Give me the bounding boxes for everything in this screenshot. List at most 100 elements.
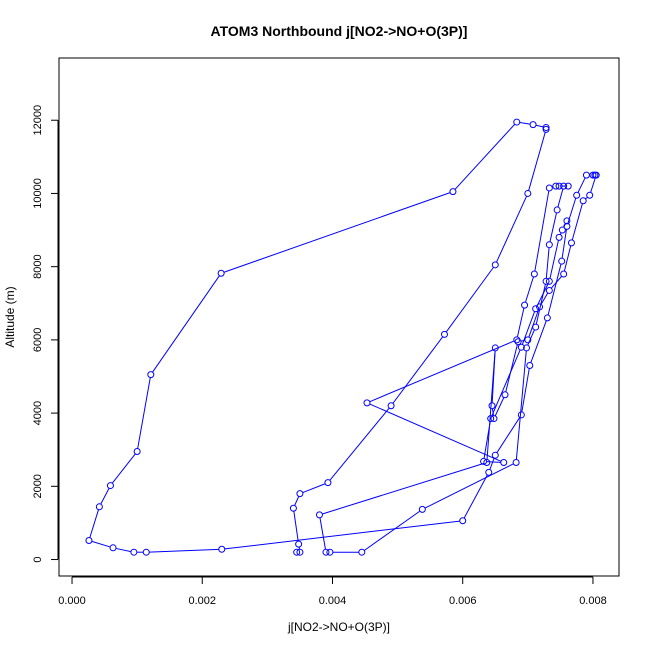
data-point xyxy=(536,303,544,311)
series-segment xyxy=(489,457,495,470)
data-point xyxy=(218,545,226,553)
series-segment xyxy=(530,320,547,363)
series-segment xyxy=(293,511,299,542)
data-point xyxy=(524,189,532,197)
series-segment xyxy=(516,307,525,338)
data-point xyxy=(487,415,495,423)
data-point xyxy=(289,504,297,512)
data-point xyxy=(501,391,509,399)
x-axis: 0.000 0.002 0.004 0.006 0.008 xyxy=(58,576,607,607)
data-point xyxy=(555,233,563,241)
data-point xyxy=(523,344,531,352)
series-segment xyxy=(491,349,521,417)
series-segment xyxy=(322,462,485,515)
data-point xyxy=(459,517,467,525)
x-axis-label: j[NO2->NO+O(3P)] xyxy=(287,620,390,634)
series-segment xyxy=(152,275,220,373)
series-segment xyxy=(486,461,501,463)
series-segment xyxy=(363,510,421,551)
data-point xyxy=(485,468,493,476)
series-segment xyxy=(223,192,451,273)
data-point xyxy=(217,269,225,277)
series-segment xyxy=(486,350,496,460)
data-point xyxy=(363,399,371,407)
series-segment xyxy=(563,245,572,272)
series-segment xyxy=(91,540,111,548)
data-point xyxy=(491,451,499,459)
series-segment xyxy=(496,195,528,263)
data-point xyxy=(491,344,499,352)
series-segment xyxy=(463,474,488,519)
x-tick-label: 0.004 xyxy=(319,595,347,607)
series-segment xyxy=(329,407,390,481)
data-point xyxy=(532,323,540,331)
series-segment xyxy=(483,421,491,459)
series-segment xyxy=(550,275,563,289)
series-segment xyxy=(545,247,550,279)
series-segment xyxy=(224,520,460,550)
data-point xyxy=(532,305,540,313)
series-segment xyxy=(557,188,564,208)
data-point xyxy=(142,548,150,556)
series-segment xyxy=(115,547,132,553)
data-point xyxy=(296,548,304,556)
series-segment xyxy=(454,123,516,190)
data-point xyxy=(592,171,600,179)
y-tick-label: 6000 xyxy=(32,328,44,352)
series-segment xyxy=(534,190,550,272)
series-points xyxy=(85,118,600,556)
data-point xyxy=(326,548,334,556)
series-segment xyxy=(521,311,536,345)
series-segment xyxy=(369,340,515,403)
series-segment xyxy=(392,336,444,404)
series-segment xyxy=(294,496,300,506)
series-segment xyxy=(149,548,219,553)
data-point xyxy=(545,277,553,285)
x-tick-label: 0.000 xyxy=(58,595,86,607)
data-point xyxy=(553,206,561,214)
y-axis: 0 2000 4000 6000 8000 10000 12000 xyxy=(32,105,59,563)
data-point xyxy=(521,301,529,309)
data-point xyxy=(491,261,499,269)
data-point xyxy=(106,482,114,490)
series-segment xyxy=(590,177,596,193)
data-point xyxy=(324,479,332,487)
series-segment xyxy=(571,203,583,241)
data-point xyxy=(296,490,304,498)
data-point xyxy=(488,402,496,410)
data-point xyxy=(552,182,560,190)
data-point xyxy=(567,239,575,247)
data-point xyxy=(293,548,301,556)
series-segment xyxy=(302,483,326,494)
y-tick-label: 12000 xyxy=(32,105,44,136)
series-segment xyxy=(100,488,110,505)
data-point xyxy=(517,343,525,351)
data-point xyxy=(500,459,508,467)
data-point xyxy=(545,184,553,192)
plot-frame xyxy=(58,57,620,577)
series-segment xyxy=(540,292,549,305)
data-point xyxy=(563,217,571,225)
data-point xyxy=(529,121,537,129)
data-point xyxy=(545,241,553,249)
series-segment xyxy=(519,122,531,125)
series-segment xyxy=(445,266,494,333)
y-tick-label: 10000 xyxy=(32,178,44,209)
data-point xyxy=(560,270,568,278)
data-point xyxy=(85,536,93,544)
series-segment xyxy=(496,417,521,453)
data-point xyxy=(315,511,323,519)
series-segment xyxy=(424,463,514,509)
data-point xyxy=(295,540,303,548)
data-point xyxy=(133,448,141,456)
data-point xyxy=(586,191,594,199)
series-segment xyxy=(494,397,505,417)
data-point xyxy=(490,415,498,423)
data-point xyxy=(558,226,566,234)
series-segment xyxy=(528,309,540,338)
series-segment xyxy=(549,240,559,279)
x-tick-label: 0.002 xyxy=(188,595,216,607)
data-point xyxy=(480,457,488,465)
data-point xyxy=(358,548,366,556)
